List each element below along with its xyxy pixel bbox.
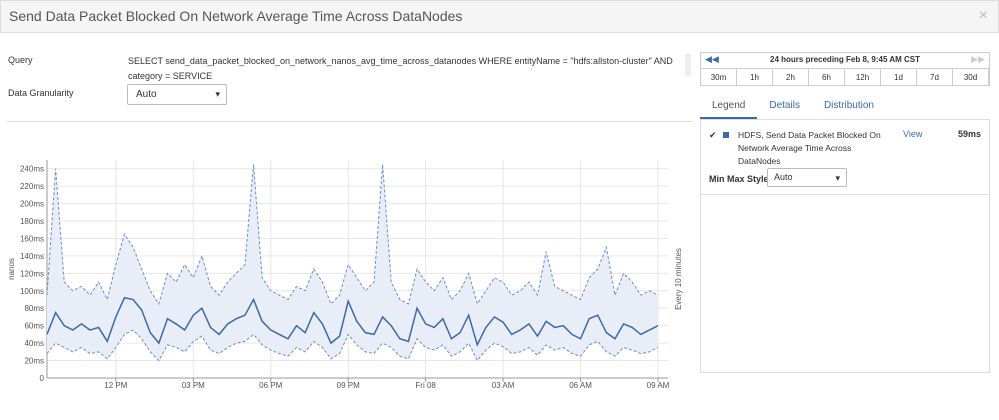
tabs: Legend Details Distribution [700,97,990,120]
range-button[interactable]: 12h [845,69,881,86]
y-tick-label: 140ms [20,252,44,261]
y-tick-label: 20ms [24,357,44,366]
y-tick-label: 40ms [24,339,44,348]
legend-panel: ✔ HDFS, Send Data Packet Blocked On Netw… [700,120,990,373]
legend-entry: HDFS, Send Data Packet Blocked On Networ… [738,130,881,166]
prev-arrow[interactable]: ◀◀ [705,54,719,64]
range-button[interactable]: 1d [881,69,917,86]
divider [7,121,693,122]
tab[interactable]: Legend [700,97,758,119]
scrollbar[interactable] [685,54,691,76]
granularity-select[interactable]: Auto [127,84,227,105]
max-line [46,164,659,306]
x-tick-label: 06 AM [569,381,592,390]
x-tick-label: 09 AM [647,381,670,390]
min-line [46,329,659,362]
mean-line [46,296,659,347]
x-tick-label: 06 PM [259,381,282,390]
y2-axis-label: Every 10 minutes [674,248,683,310]
y-tick-label: 220ms [20,182,44,191]
time-range: ◀◀ ▶▶ 24 hours preceding Feb 8, 9:45 AM … [700,52,990,86]
y-tick-label: 80ms [24,304,44,313]
style-label: Min Max Style: [709,174,772,184]
y-tick-label: 160ms [20,234,44,243]
next-arrow[interactable]: ▶▶ [971,54,985,64]
y-tick-label: 0 [40,374,45,383]
range-buttons: 30m 1h 2h 6h 12h 1d 7d 30d [701,68,989,86]
chart: 0 20ms 40ms 60ms 80ms 100ms 120ms 140ms 160ms 180… [7,160,683,390]
close-button[interactable]: × [978,7,988,24]
range-button[interactable]: 2h [773,69,809,86]
x-tick-label: 03 PM [182,381,205,390]
time-range-label: 24 hours preceding Feb 8, 9:45 AM CST [770,55,920,64]
y-tick-label: 60ms [24,322,44,331]
tab[interactable]: Distribution [823,100,874,111]
dialog-title: Send Data Packet Blocked On Network Aver… [9,8,463,24]
range-button[interactable]: 30m [701,69,737,86]
query-label: Query [8,55,33,65]
range-button[interactable]: 7d [917,69,953,86]
style-select[interactable]: Auto [767,168,847,187]
legend-value: 59ms [958,129,982,139]
x-tick-label: 03 AM [492,381,515,390]
granularity-label: Data Granularity [8,88,74,98]
x-tick-label: 09 PM [337,381,360,390]
y-tick-label: 240ms [20,165,44,174]
query-text[interactable]: SELECT send_data_packet_blocked_on_netwo… [128,56,673,81]
y-tick-label: 120ms [20,269,44,278]
legend-swatch [723,132,729,138]
range-band [47,164,658,361]
tab[interactable]: Details [769,100,800,111]
y-tick-label: 200ms [20,200,44,209]
checkmark[interactable]: ✔ [709,130,717,140]
x-tick-label: Fri 08 [415,381,436,390]
view-link[interactable]: View [903,129,923,139]
range-button[interactable]: 6h [809,69,845,86]
header: Send Data Packet Blocked On Network Aver… [0,0,999,33]
y-tick-label: 100ms [20,287,44,296]
y-tick-label: 180ms [20,217,44,226]
divider [701,194,989,195]
range-button[interactable]: 1h [737,69,773,86]
range-button[interactable]: 30d [953,69,989,86]
y-axis-label: nanos [7,258,16,280]
x-tick-label: 12 PM [104,381,127,390]
